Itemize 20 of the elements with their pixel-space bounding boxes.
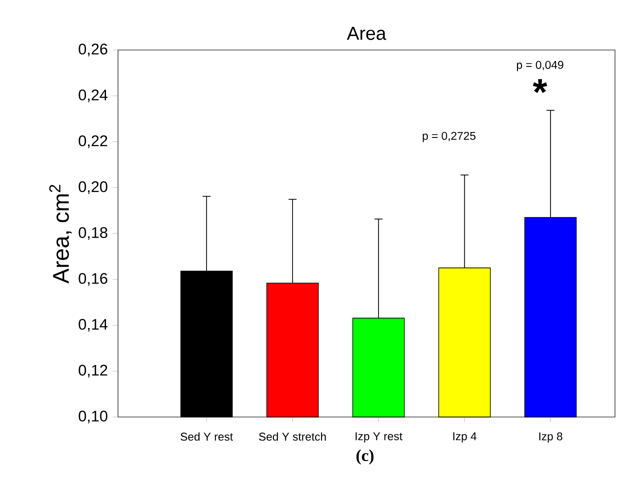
x-tick-label: Izp 4 (453, 432, 476, 442)
y-axis-title: Area, cm$^{2}$ (49, 184, 72, 284)
text: (c) (356, 449, 374, 465)
y-tick-label: 0,14 (78, 318, 108, 332)
x-tick-label: Izp 8 (539, 432, 562, 443)
annotation: * (532, 79, 548, 94)
y-tick-label: 0,22 (78, 135, 108, 148)
chart-title: Area (346, 26, 386, 40)
x-tick-label: Izp Y rest (356, 432, 402, 442)
y-tick-label: 0,20 (78, 181, 108, 194)
y-tick-label: 0,10 (78, 410, 108, 424)
annotation: p = 0,2725 (422, 132, 476, 142)
y-tick-label: 0,24 (78, 90, 108, 102)
y-tick-label: 0,16 (78, 273, 108, 286)
x-tick-label: Sed Y rest (180, 432, 233, 441)
annotation: p = 0,049 (516, 60, 564, 72)
x-tick-label: Sed Y stretch (259, 432, 326, 441)
y-tick-label: 0,26 (78, 44, 108, 56)
y-tick-label: 0,18 (78, 227, 108, 240)
y-tick-label: 0,12 (78, 364, 108, 378)
